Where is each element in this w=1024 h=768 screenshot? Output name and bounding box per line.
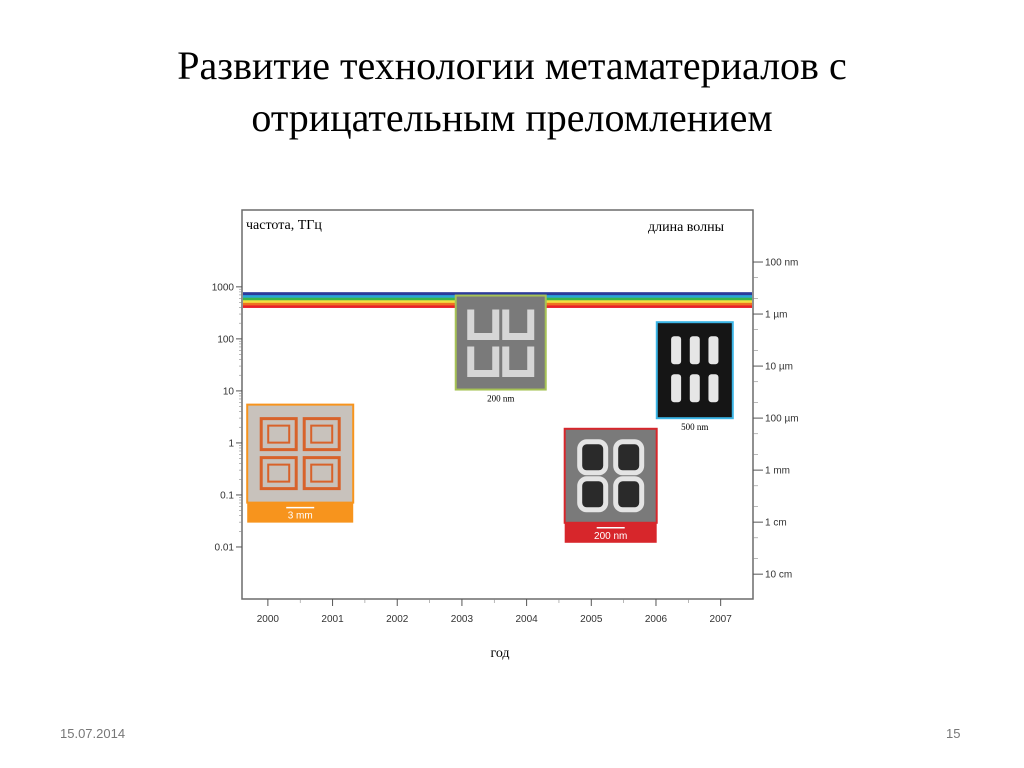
x-tick-label: 2000	[257, 614, 280, 625]
left-y-tick-label: 1	[228, 438, 234, 449]
sample-micrograph: 500 nm	[655, 321, 734, 432]
sample-micrograph: 200 nm	[454, 294, 547, 404]
sample-image	[563, 427, 658, 524]
nanorod	[671, 374, 682, 403]
left-y-tick-label: 10	[223, 386, 235, 397]
resonator-ring	[267, 463, 291, 483]
spectrum-stripe	[243, 292, 752, 296]
x-tick-label: 2004	[515, 614, 538, 625]
sample-micrograph: 200 nm	[563, 427, 658, 543]
slide-title: Развитие технологии метаматериалов с отр…	[60, 40, 964, 144]
resonator-ring	[310, 424, 334, 444]
x-tick-label: 2001	[321, 614, 344, 625]
x-tick-label: 2006	[645, 614, 668, 625]
sample-markers: 3 mm 200 nm 200 nm 500 nm	[246, 294, 734, 543]
x-axis-title: год	[490, 646, 509, 661]
right-y-tick-label: 1 cm	[765, 518, 787, 529]
right-y-tick-label: 100 µm	[765, 414, 799, 425]
fishnet-hole	[577, 476, 609, 513]
right-y-tick-label: 10 cm	[765, 570, 792, 581]
nanorod	[689, 336, 700, 365]
scale-bar-label: 200 nm	[594, 531, 627, 542]
x-tick-label: 2007	[710, 614, 733, 625]
resonator-ring	[302, 417, 341, 452]
u-resonator	[502, 346, 535, 378]
fishnet-hole	[613, 476, 645, 513]
slide-page-number: 15	[946, 726, 961, 741]
x-axis: 2000 2001 2002 2003 2004 2005 2006 2007	[257, 599, 732, 625]
left-y-tick-label: 0.1	[220, 490, 234, 501]
slide-title-line-1: Развитие технологии метаматериалов с	[177, 43, 847, 88]
scale-bar-label: 200 nm	[487, 394, 514, 404]
right-axis-title: длина волны	[648, 220, 725, 235]
sample-image	[246, 403, 355, 504]
resonator-ring	[267, 424, 291, 444]
right-y-tick-label: 1 mm	[765, 466, 790, 477]
nanorod	[708, 374, 719, 403]
nanorod	[671, 336, 682, 365]
x-tick-label: 2002	[386, 614, 409, 625]
resonator-ring	[259, 456, 298, 491]
x-tick-label: 2005	[580, 614, 603, 625]
scale-bar-label: 500 nm	[681, 422, 708, 432]
scale-bar-label: 3 mm	[288, 511, 313, 522]
u-resonator	[467, 346, 500, 378]
scale-bar-strip	[247, 502, 354, 523]
nanorod	[689, 374, 700, 403]
right-y-axis: 100 nm 1 µm 10 µm 100 µm 1 mm 1 cm 10 cm	[753, 258, 799, 581]
scale-bar-strip	[564, 522, 657, 543]
left-axis-title: частота, ТГц	[246, 218, 322, 233]
fishnet-hole	[613, 439, 645, 476]
resonator-ring	[302, 456, 341, 491]
nanorod	[708, 336, 719, 365]
u-resonator	[467, 309, 500, 341]
resonator-ring	[310, 463, 334, 483]
x-tick-label: 2003	[451, 614, 474, 625]
left-y-tick-label: 100	[217, 334, 234, 345]
sample-micrograph: 3 mm	[246, 403, 355, 523]
left-y-axis: 1000 100 10 1 0.1 0.01	[212, 282, 242, 553]
left-y-tick-label: 0.01	[215, 542, 235, 553]
slide-title-line-2: отрицательным преломлением	[251, 95, 773, 140]
fishnet-hole	[577, 439, 609, 476]
right-y-tick-label: 10 µm	[765, 362, 793, 373]
resonator-ring	[259, 417, 298, 452]
u-resonator	[502, 309, 535, 341]
slide-date: 15.07.2014	[60, 726, 126, 741]
left-y-tick-label: 1000	[212, 282, 235, 293]
right-y-tick-label: 1 µm	[765, 310, 787, 321]
right-y-tick-label: 100 nm	[765, 258, 798, 269]
